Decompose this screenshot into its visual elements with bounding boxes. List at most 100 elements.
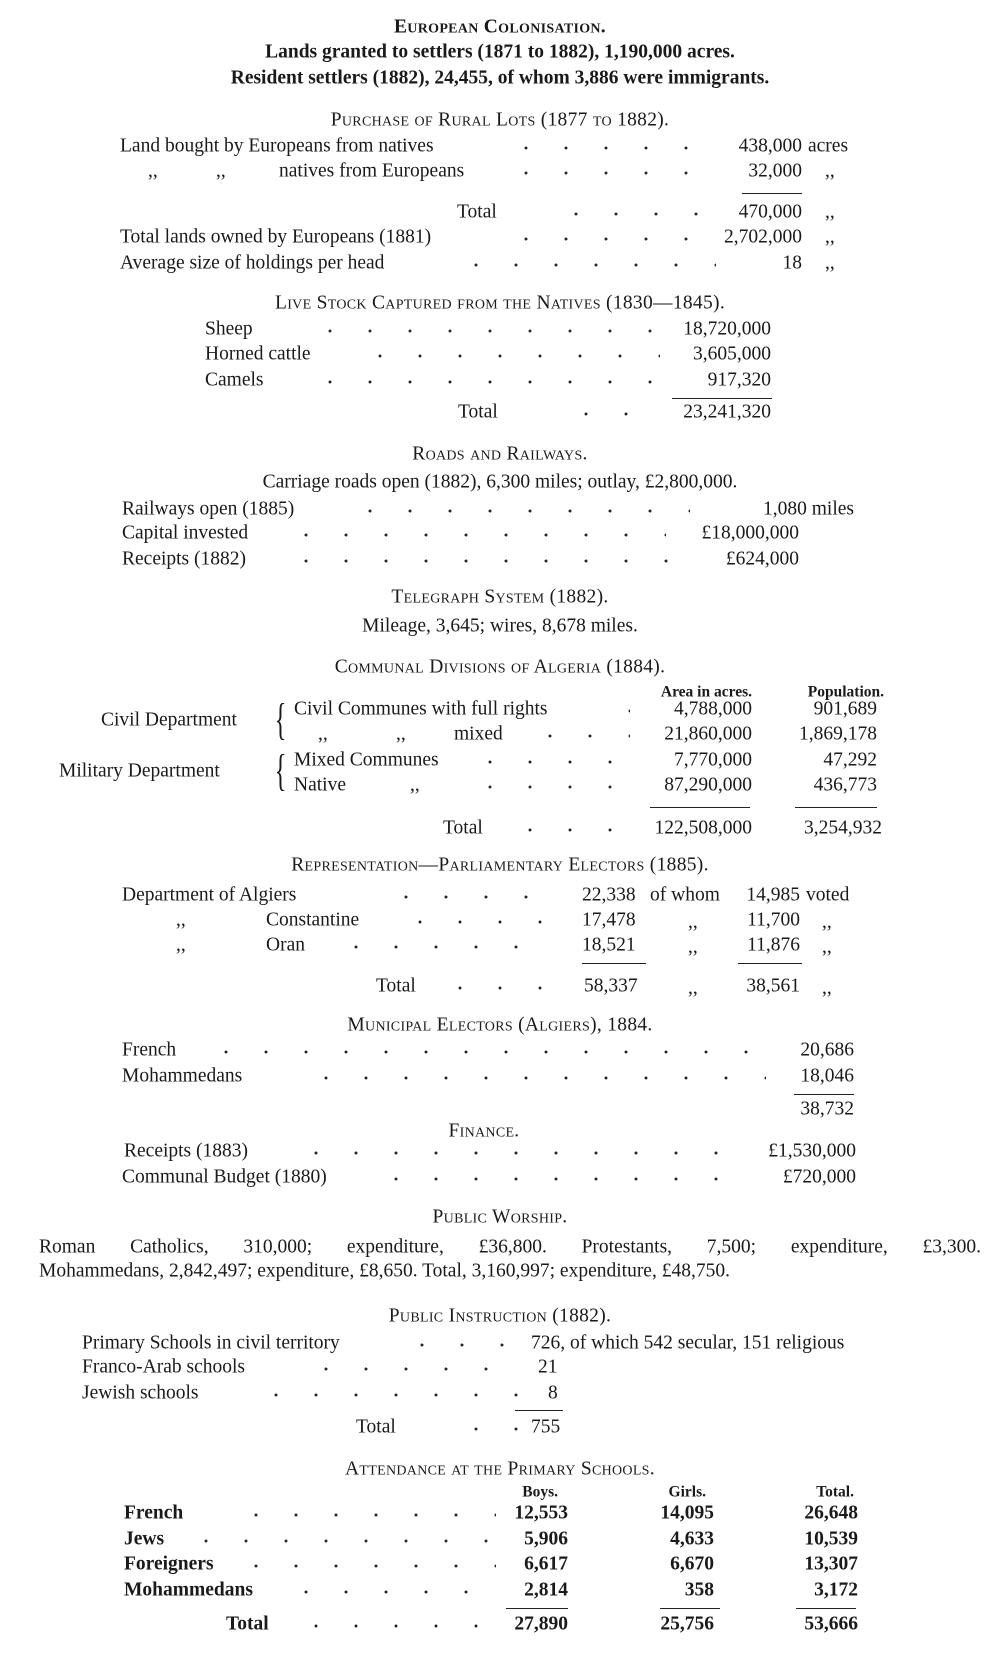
row-value: 20,686: [800, 1039, 854, 1061]
row-label: Jews: [124, 1528, 165, 1550]
row-label: Oran: [266, 934, 305, 956]
dot-leader: [286, 532, 666, 538]
dot-leader: [456, 1426, 522, 1432]
boys-value: 2,814: [524, 1579, 568, 1601]
row-label: Total: [458, 401, 498, 423]
colonisation-resident-settlers: Resident settlers (1882), 24,455, of who…: [230, 67, 770, 89]
row-value: 2,702,000: [724, 226, 802, 248]
section-heading-attendance: Attendance at the Primary Schools.: [345, 1458, 655, 1480]
row-label: Total: [226, 1613, 269, 1635]
row-value: 1,080 miles: [763, 498, 854, 520]
dot-leader: [310, 379, 660, 385]
connector-text: of whom: [650, 884, 720, 906]
ditto-mark: ,,: [822, 936, 832, 958]
row-value: 18: [782, 252, 803, 274]
dot-leader: [306, 1075, 766, 1081]
girls-value: 6,670: [670, 1553, 714, 1575]
dot-leader: [610, 708, 630, 714]
row-value: 18,720,000: [683, 318, 771, 340]
row-label: French: [122, 1039, 177, 1061]
instruction-total: 755: [531, 1416, 561, 1438]
sum-rule: [795, 807, 877, 808]
girls-value: 14,095: [660, 1502, 714, 1524]
row-label: Land bought by Europeans from natives: [120, 135, 434, 157]
row-label: Civil Communes with full rights: [294, 698, 548, 720]
row-label: Foreigners: [124, 1553, 214, 1575]
total-value: 10,539: [804, 1528, 858, 1550]
dot-leader: [360, 353, 660, 359]
military-department-label: Military Department: [59, 760, 220, 782]
population-value: 1,869,178: [799, 723, 877, 745]
section-heading-worship: Public Worship.: [432, 1206, 568, 1228]
sum-rule: [794, 1094, 854, 1095]
sum-rule: [515, 1410, 563, 1411]
row-value: £1,530,000: [768, 1140, 856, 1162]
ditto-mark: ,,: [688, 911, 698, 933]
ditto-mark: ,,: [688, 936, 698, 958]
row-label: Total: [457, 201, 497, 223]
area-value: 7,770,000: [674, 749, 752, 771]
row-label: Total: [376, 975, 416, 997]
row-label: Sheep: [205, 318, 253, 340]
dot-leader: [296, 1150, 746, 1156]
sum-rule: [660, 1608, 720, 1609]
sum-rule: [582, 963, 646, 964]
ditto-mark: ,,: [318, 723, 328, 745]
row-label: Native: [294, 774, 346, 796]
column-header-area: Area in acres.: [660, 683, 752, 701]
row-label: natives from Europeans: [279, 160, 465, 182]
dot-leader: [506, 170, 716, 176]
area-value: 87,290,000: [664, 774, 752, 796]
row-label: Mohammedans: [122, 1065, 243, 1087]
total-value: 26,648: [804, 1502, 858, 1524]
section-heading-municipal: Municipal Electors (Algiers), 1884.: [347, 1014, 653, 1036]
boys-value: 5,906: [524, 1528, 568, 1550]
population-value: 436,773: [813, 774, 877, 796]
section-heading-livestock: Live Stock Captured from the Natives (18…: [274, 292, 725, 314]
dot-leader: [236, 1512, 496, 1518]
ditto-mark: ,,: [825, 252, 835, 274]
sum-rule: [738, 963, 802, 964]
dot-leader: [236, 1563, 496, 1569]
row-value: 23,241,320: [683, 401, 771, 423]
sum-rule: [506, 1608, 568, 1609]
row-value: 21: [538, 1356, 558, 1378]
population-value: 901,689: [813, 698, 877, 720]
colonisation-lands-granted: Lands granted to settlers (1871 to 1882)…: [265, 41, 735, 63]
boys-value: 6,617: [524, 1553, 568, 1575]
row-label: Total: [356, 1416, 396, 1438]
ditto-mark: ,,: [216, 160, 226, 182]
row-value: £720,000: [782, 1166, 856, 1188]
dot-leader: [186, 1538, 496, 1544]
row-value: 8: [548, 1382, 558, 1404]
row-value: 32,000: [748, 160, 802, 182]
worship-line-1: Roman Catholics, 310,000; expenditure, £…: [39, 1236, 981, 1258]
total-value: 13,307: [804, 1553, 858, 1575]
row-label: Total: [443, 817, 483, 839]
dot-leader: [470, 784, 630, 790]
row-value: £624,000: [725, 548, 799, 570]
electors-value: 18,521: [582, 934, 636, 956]
row-value: 438,000: [738, 135, 802, 157]
section-heading-instruction: Public Instruction (1882).: [388, 1305, 612, 1327]
ditto-mark: ,,: [825, 201, 835, 223]
dot-leader: [510, 827, 630, 833]
ditto-mark: ,,: [176, 934, 186, 956]
row-label: mixed: [454, 723, 503, 745]
row-label: Average size of holdings per head: [120, 252, 385, 274]
section-heading-colonisation: European Colonisation.: [394, 16, 606, 38]
row-label: Primary Schools in civil territory: [82, 1332, 340, 1354]
dot-leader: [440, 985, 546, 991]
dot-leader: [400, 919, 546, 925]
column-header-girls: Girls.: [668, 1483, 706, 1501]
row-label: Total lands owned by Europeans (1881): [120, 226, 432, 248]
dot-leader: [470, 759, 630, 765]
section-heading-finance: Finance.: [448, 1120, 520, 1142]
row-value: 726, of which 542 secular, 151 religious: [531, 1332, 845, 1354]
dot-leader: [556, 211, 716, 217]
boys-total: 27,890: [514, 1613, 568, 1635]
area-value: 21,860,000: [664, 723, 752, 745]
row-label: Mohammedans: [124, 1579, 253, 1601]
dot-leader: [506, 236, 716, 242]
row-value: 18,046: [800, 1065, 854, 1087]
